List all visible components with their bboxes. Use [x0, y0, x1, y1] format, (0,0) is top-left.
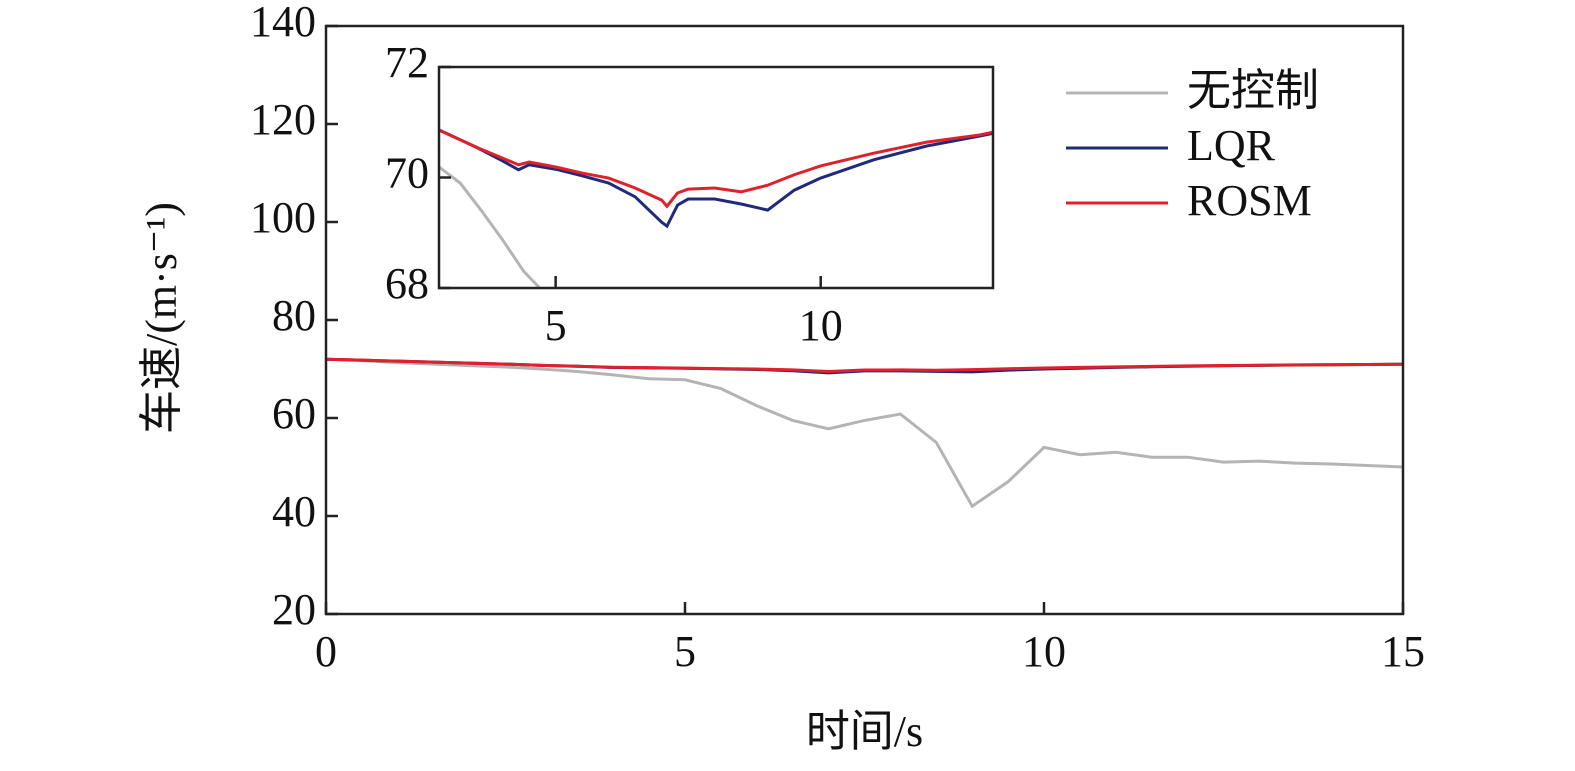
x-tick-label: 5 [674, 627, 696, 676]
series-line [439, 128, 993, 229]
x-tick-label: 0 [315, 627, 337, 676]
y-tick-label: 68 [385, 259, 429, 308]
series-line [326, 357, 1403, 509]
x-tick-label: 15 [1381, 627, 1425, 676]
y-tick-label: 140 [250, 0, 316, 46]
y-tick-label: 70 [385, 149, 429, 198]
x-axis-label: 时间/s [806, 707, 923, 756]
legend-label: ROSM [1187, 176, 1312, 225]
x-tick-label: 10 [1022, 627, 1066, 676]
y-tick-label: 100 [250, 193, 316, 242]
y-tick-label: 20 [272, 585, 316, 634]
series-line [439, 128, 993, 209]
y-tick-label: 40 [272, 487, 316, 536]
legend-label: 无控制 [1187, 66, 1319, 115]
y-tick-label: 60 [272, 389, 316, 438]
legend-label: LQR [1187, 121, 1276, 170]
y-tick-label: 72 [385, 38, 429, 87]
inset-background [439, 67, 993, 288]
series-line [439, 165, 541, 288]
series-line [326, 357, 1403, 373]
y-tick-label: 80 [272, 291, 316, 340]
y-axis-label: 车速/(m·s⁻¹) [137, 202, 186, 434]
x-tick-label: 10 [799, 301, 843, 350]
x-tick-label: 5 [545, 301, 567, 350]
y-tick-label: 120 [250, 95, 316, 144]
